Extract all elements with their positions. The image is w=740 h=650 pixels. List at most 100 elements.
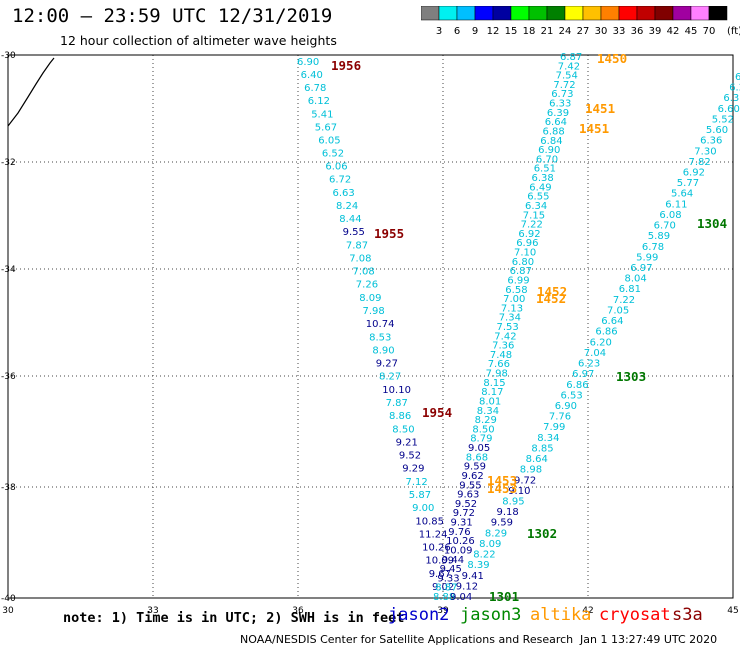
wave-height-label: 6.78 bbox=[642, 242, 664, 253]
time-label: 1451 bbox=[579, 121, 609, 136]
lon-tick-label: 39 bbox=[437, 606, 449, 616]
wave-height-label: 10.09 bbox=[444, 545, 473, 556]
wave-height-label: 8.98 bbox=[520, 465, 542, 476]
wave-height-label: 8.68 bbox=[466, 452, 488, 463]
wave-height-label: 6.05 bbox=[318, 136, 340, 147]
wave-height-label: 5.60 bbox=[706, 125, 728, 136]
wave-height-label: 10.09 bbox=[425, 556, 454, 567]
wave-height-label: 7.34 bbox=[499, 313, 521, 324]
wave-height-label: 7.13 bbox=[501, 303, 523, 314]
time-label: 1301 bbox=[489, 589, 519, 604]
legend-tick-label: 45 bbox=[685, 26, 698, 37]
wave-height-label: 6.2 bbox=[729, 83, 740, 94]
lon-tick-label: 42 bbox=[582, 606, 593, 616]
time-label: 1452 bbox=[537, 284, 567, 299]
wave-height-label: 8.22 bbox=[473, 550, 495, 561]
wave-height-label: 6.23 bbox=[578, 359, 600, 370]
time-label: 1302 bbox=[527, 526, 557, 541]
wave-height-label: 11.24 bbox=[419, 529, 448, 540]
wave-height-label: 8.87 bbox=[435, 583, 457, 594]
wave-height-label: 7.15 bbox=[523, 210, 545, 221]
wave-height-label: 6.4 bbox=[735, 72, 740, 83]
lon-tick-label: 45 bbox=[727, 606, 738, 616]
credit-text: NOAA/NESDIS Center for Satellite Applica… bbox=[240, 633, 574, 646]
wave-height-label: 7.87 bbox=[346, 240, 368, 251]
wave-height-label: 6.86 bbox=[566, 380, 588, 391]
lon-tick-label: 36 bbox=[292, 606, 304, 616]
wave-height-label: 9.67 bbox=[429, 569, 451, 580]
legend-tick-label: 39 bbox=[649, 26, 662, 37]
wave-height-label: 9.31 bbox=[451, 518, 473, 529]
wave-height-label: 6.08 bbox=[659, 210, 681, 221]
satellite-legend-cryosat: cryosat bbox=[599, 605, 671, 625]
wave-height-label: 8.64 bbox=[526, 454, 548, 465]
wave-height-label: 6.90 bbox=[297, 57, 319, 68]
lat-tick-label: -38 bbox=[1, 483, 16, 493]
wave-height-label: 8.39 bbox=[467, 560, 489, 571]
map-frame bbox=[7, 54, 734, 599]
wave-height-label: 6.92 bbox=[518, 229, 540, 240]
wave-height-label: 9.04 bbox=[450, 592, 472, 603]
wave-height-label: 9.00 bbox=[412, 503, 434, 514]
wave-height-label: 7.26 bbox=[356, 280, 378, 291]
wave-height-label: 7.00 bbox=[503, 294, 525, 305]
wave-height-label: 8.29 bbox=[485, 528, 507, 539]
wave-height-label: 6.73 bbox=[551, 89, 573, 100]
wave-height-label: 7.22 bbox=[521, 220, 543, 231]
wave-height-label: 9.41 bbox=[462, 571, 484, 582]
legend-tick-label: 9 bbox=[472, 26, 478, 37]
wave-height-label: 9.72 bbox=[453, 508, 475, 519]
wave-height-label: 6.97 bbox=[572, 369, 594, 380]
wave-height-label: 6.38 bbox=[532, 173, 554, 184]
wave-height-label: 6.39 bbox=[547, 108, 569, 119]
footer-note: note: 1) Time is in UTC; 2) SWH is in fe… bbox=[63, 610, 405, 626]
wave-height-label: 8.95 bbox=[502, 497, 524, 508]
wave-height-label: 7.53 bbox=[497, 322, 519, 333]
wave-height-label: 7.05 bbox=[607, 306, 629, 317]
map-title: 12:00 – 23:59 UTC 12/31/2019 bbox=[12, 5, 333, 27]
legend-tick-label: 36 bbox=[631, 26, 644, 37]
wave-height-label: 9.21 bbox=[396, 437, 418, 448]
wave-height-label: 6.88 bbox=[543, 127, 565, 138]
wave-height-label: 10.26 bbox=[446, 536, 475, 547]
wave-height-label: 8.34 bbox=[477, 406, 499, 417]
coastline bbox=[7, 57, 55, 127]
wave-height-label: 6.96 bbox=[516, 238, 538, 249]
wave-height-label: 6.53 bbox=[561, 390, 583, 401]
legend-tick-label: 24 bbox=[559, 26, 572, 37]
wave-height-label: 7.08 bbox=[349, 254, 371, 265]
wave-height-label: 9.55 bbox=[459, 480, 481, 491]
lon-tick-label: 30 bbox=[2, 606, 14, 616]
lat-tick-label: -40 bbox=[1, 594, 16, 604]
wave-height-label: 9.02 bbox=[432, 582, 454, 593]
wave-height-label: 6.49 bbox=[529, 182, 551, 193]
wave-height-label: 8.34 bbox=[537, 433, 559, 444]
lat-tick-label: -32 bbox=[1, 158, 16, 168]
wave-height-label: 8.53 bbox=[369, 332, 391, 343]
wave-height-label: 9.45 bbox=[440, 564, 462, 575]
wave-height-label: 6.51 bbox=[534, 164, 556, 175]
wave-height-label: 6.81 bbox=[619, 284, 641, 295]
time-label: 1303 bbox=[616, 369, 646, 384]
wave-height-label: 6.70 bbox=[536, 154, 558, 165]
wave-height-label: 6.90 bbox=[555, 401, 577, 412]
wave-height-label: 8.24 bbox=[336, 201, 358, 212]
wave-height-label: 7.82 bbox=[689, 157, 711, 168]
lat-tick-label: -34 bbox=[1, 265, 16, 275]
wave-height-label: 7.10 bbox=[514, 248, 536, 259]
wave-height-label: 6.58 bbox=[505, 285, 527, 296]
wave-height-label: 6.36 bbox=[700, 136, 722, 147]
wave-height-label: 6.87 bbox=[560, 52, 582, 63]
legend-tick-label: 18 bbox=[523, 26, 536, 37]
wave-height-label: 8.09 bbox=[479, 539, 501, 550]
legend-unit: (ft) bbox=[727, 26, 740, 37]
wave-height-label: 6.40 bbox=[301, 70, 323, 81]
wave-height-label: 9.59 bbox=[464, 462, 486, 473]
wave-height-label: 7.36 bbox=[492, 341, 514, 352]
wave-height-label: 6.20 bbox=[590, 337, 612, 348]
wave-height-label: 7.04 bbox=[584, 348, 606, 359]
wave-height-label: 8.17 bbox=[481, 387, 503, 398]
wave-height-label: 9.59 bbox=[491, 518, 513, 529]
wave-height-label: 10.26 bbox=[422, 543, 451, 554]
